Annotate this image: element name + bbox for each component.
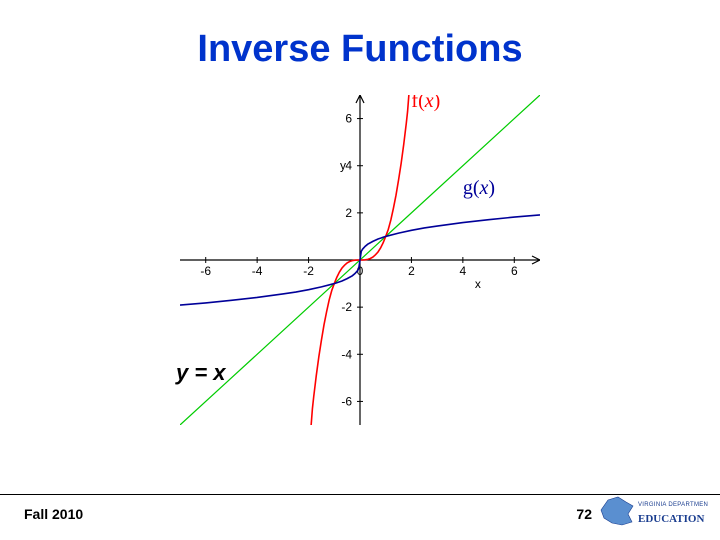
svg-text:2: 2 [345,206,352,220]
svg-text:-2: -2 [341,300,352,314]
chart-container: -6-4-20246-6-4-2246xyf(x)g(x) [180,95,540,425]
svg-text:-6: -6 [200,264,211,278]
svg-text:x: x [475,277,481,291]
svg-text:-2: -2 [303,264,314,278]
svg-text:y: y [340,159,346,173]
svg-text:f(x): f(x) [411,95,440,112]
svg-text:6: 6 [345,112,352,126]
svg-text:-4: -4 [341,347,352,361]
svg-text:6: 6 [511,264,518,278]
slide-root: Inverse Functions -6-4-20246-6-4-2246xyf… [0,0,720,540]
svg-text:4: 4 [460,264,467,278]
svg-text:VIRGINIA DEPARTMENT OF: VIRGINIA DEPARTMENT OF [638,502,708,508]
svg-text:-4: -4 [252,264,263,278]
slide-title: Inverse Functions [0,28,720,71]
identity-line-label: y = x [176,360,226,386]
svg-text:-6: -6 [341,394,352,408]
page-number: 72 [576,506,592,522]
svg-text:2: 2 [408,264,415,278]
svg-text:EDUCATION: EDUCATION [638,513,704,525]
svg-text:g(x): g(x) [463,177,495,199]
vdoe-logo: VIRGINIA DEPARTMENT OF EDUCATION [598,492,708,532]
inverse-functions-chart: -6-4-20246-6-4-2246xyf(x)g(x) [180,95,540,425]
svg-text:4: 4 [345,159,352,173]
footer-date: Fall 2010 [24,506,83,522]
